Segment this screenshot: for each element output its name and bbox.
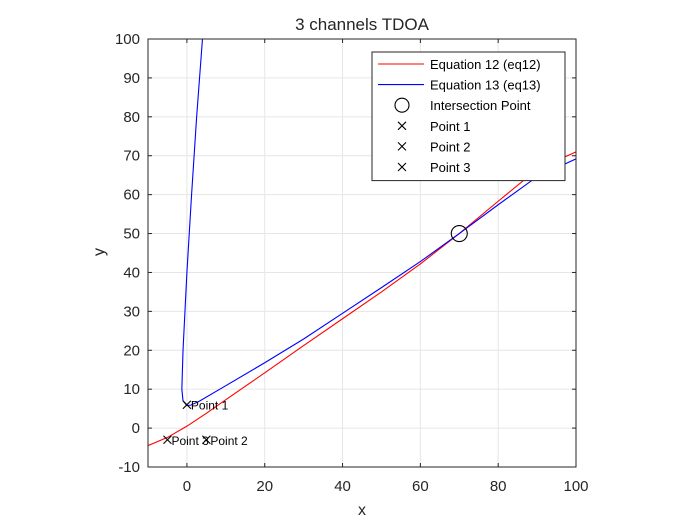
series-line-1 — [148, 151, 576, 447]
x-axis-label: x — [358, 502, 366, 519]
point-label: Point 1 — [191, 399, 229, 413]
x-tick-label: 80 — [490, 478, 507, 495]
legend-swatch-x — [397, 162, 407, 172]
chart-title: 3 channels TDOA — [295, 15, 430, 34]
y-tick-label: 20 — [123, 342, 140, 359]
point-label: Point 3 — [171, 434, 209, 448]
legend-swatch-x — [397, 121, 407, 131]
x-tick-label: 60 — [412, 478, 429, 495]
y-axis-label: y — [91, 248, 108, 256]
y-tick-label: 60 — [123, 187, 140, 204]
y-tick-label: 100 — [115, 31, 140, 48]
x-tick-label: 20 — [256, 478, 273, 495]
point-label: Point 2 — [210, 434, 248, 448]
legend-box — [371, 51, 566, 182]
legend-label: Point 2 — [430, 139, 470, 154]
y-tick-label: 50 — [123, 226, 140, 243]
x-tick-label: 0 — [183, 478, 191, 495]
legend: Equation 12 (eq12) Equation 13 (eq13) Inte… — [371, 51, 566, 182]
y-tick-label: 0 — [132, 420, 140, 437]
legend-label: Equation 12 (eq12) — [430, 57, 541, 72]
intersection-marker — [450, 224, 468, 243]
point-marker-1 — [182, 400, 192, 410]
series-group — [148, 39, 576, 447]
y-tick-label: 40 — [123, 264, 140, 281]
legend-label: Intersection Point — [430, 98, 531, 113]
ticks: 0 20 40 60 80 100 -10 0 10 20 30 40 50 60 70 80 90 100 — [115, 31, 589, 495]
legend-label: Equation 13 (eq13) — [430, 78, 541, 93]
y-tick-label: 70 — [123, 148, 140, 165]
axes-box — [147, 38, 577, 468]
legend-swatch-x — [397, 142, 407, 151]
legend-label: Point 1 — [430, 119, 470, 134]
y-tick-label: -10 — [118, 459, 140, 476]
y-tick-label: 10 — [123, 381, 140, 398]
legend-label: Point 3 — [430, 160, 470, 175]
y-tick-label: 80 — [123, 109, 140, 126]
x-tick-label: 100 — [563, 478, 588, 495]
legend-swatch-circle — [394, 97, 410, 113]
x-tick-label: 40 — [334, 478, 351, 495]
point-marker-2 — [201, 435, 211, 445]
y-tick-label: 90 — [123, 70, 140, 87]
point-marker-3 — [163, 435, 172, 445]
y-tick-label: 30 — [123, 303, 140, 320]
